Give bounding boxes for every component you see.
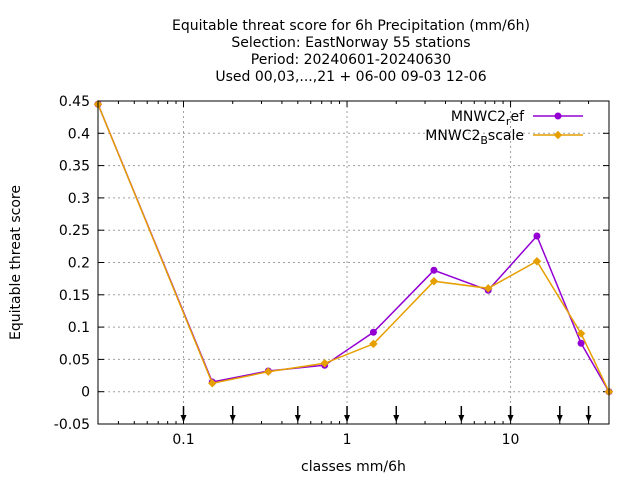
data-point — [430, 266, 438, 274]
y-tick-label: 0.15 — [59, 288, 90, 304]
x-tick-label: 10 — [502, 432, 520, 448]
class-arrow-head — [393, 415, 400, 422]
grid — [98, 101, 609, 424]
class-arrow-head — [344, 415, 351, 422]
class-arrows — [180, 406, 592, 422]
legend-label-sub: r — [506, 115, 511, 128]
axis-ticks: -0.05 0 0.05 0.1 0.15 0.2 0.25 0.3 0.35 0.4 0.45 0.… — [54, 94, 609, 448]
chart-title: Equitable threat score for 6h Precipitat… — [172, 18, 530, 85]
y-tick-label: -0.05 — [54, 417, 90, 433]
y-tick-label: 0.35 — [59, 159, 90, 175]
x-axis-label: classes mm/6h — [301, 459, 406, 475]
class-arrow-head — [556, 415, 563, 422]
title-line: Period: 20240601-20240630 — [251, 52, 451, 68]
data-point — [208, 379, 217, 388]
data-point — [429, 276, 439, 286]
legend-marker — [553, 130, 563, 140]
series-1 — [93, 99, 614, 396]
y-axis-label: Equitable threat score — [8, 185, 24, 340]
title-line: Selection: EastNorway 55 stations — [231, 35, 470, 51]
data-point — [483, 284, 493, 293]
x-tick-label: 0.1 — [172, 432, 194, 448]
data-point — [369, 339, 378, 349]
data-point — [576, 329, 586, 338]
y-tick-label: 0.45 — [59, 94, 90, 110]
y-tick-label: 0.3 — [68, 191, 90, 207]
legend-label: MNWC2ref — [451, 109, 525, 128]
legend-label-rest: scale — [488, 128, 524, 144]
y-tick-label: 0.4 — [68, 126, 90, 142]
legend-label-main: MNWC2 — [451, 109, 506, 125]
plot-frame — [97, 100, 610, 425]
data-point — [320, 359, 329, 368]
x-tick-label: 1 — [343, 432, 352, 448]
y-tick-label: 0.1 — [68, 320, 90, 336]
title-line: Equitable threat score for 6h Precipitat… — [172, 18, 530, 34]
class-arrow-head — [507, 415, 514, 422]
legend-label-rest: ef — [510, 109, 525, 125]
legend-label: MNWC2Bscale — [425, 128, 524, 147]
y-tick-label: 0.05 — [59, 352, 90, 368]
class-arrow-head — [229, 415, 236, 422]
y-tick-label: 0.2 — [68, 256, 90, 272]
data-point — [532, 256, 542, 266]
y-tick-label: 0 — [81, 385, 90, 401]
class-arrow-head — [180, 415, 187, 422]
series-line — [97, 103, 610, 393]
class-arrow-head — [585, 415, 592, 422]
legend-marker — [554, 112, 562, 120]
data-point — [577, 339, 585, 347]
y-tick-label: 0.25 — [59, 223, 90, 239]
data-point — [369, 328, 377, 336]
series-line — [97, 103, 610, 393]
legend-label-sub: B — [480, 134, 488, 147]
series — [93, 99, 614, 396]
data-point — [264, 367, 273, 376]
class-arrow-head — [458, 415, 465, 422]
data-point — [533, 232, 541, 240]
legend-label-main: MNWC2 — [425, 128, 480, 144]
title-line: Used 00,03,...,21 + 06-00 09-03 12-06 — [215, 69, 486, 85]
class-arrow-head — [294, 415, 301, 422]
